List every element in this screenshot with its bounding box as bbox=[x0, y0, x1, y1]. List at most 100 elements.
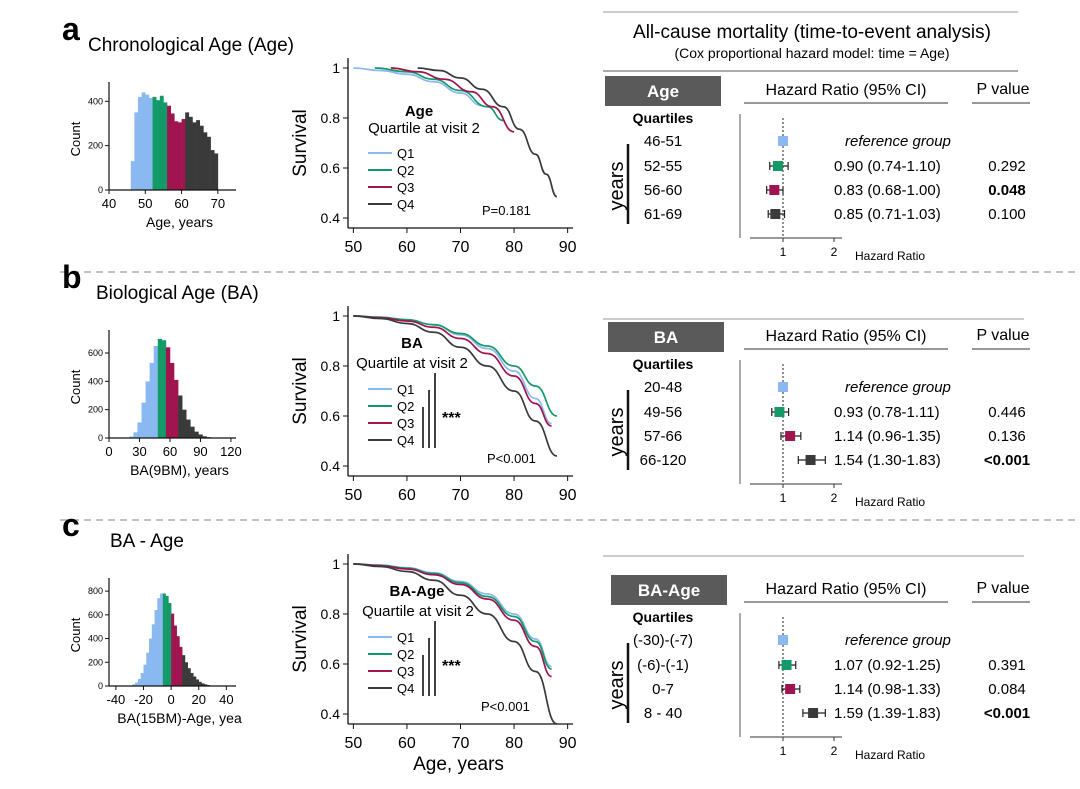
panel-letter: a bbox=[62, 11, 80, 47]
forest-group-box bbox=[608, 322, 724, 352]
histogram-bar bbox=[169, 362, 175, 438]
km-y-tick-label: 0.4 bbox=[321, 210, 341, 226]
forest-quartile-range: 52-55 bbox=[644, 158, 682, 175]
panel-title: Chronological Age (Age) bbox=[88, 35, 294, 56]
histogram-bar bbox=[199, 125, 204, 190]
km-sublabel: Quartile at visit 2 bbox=[362, 603, 474, 620]
panel-letter: b bbox=[62, 259, 82, 295]
histogram-bar bbox=[146, 652, 150, 686]
histogram-bar bbox=[161, 340, 167, 438]
histogram-bar bbox=[190, 672, 194, 686]
histogram-bar bbox=[132, 684, 136, 686]
forest-axis-tick-label: 2 bbox=[831, 245, 838, 259]
histogram-bar bbox=[157, 598, 161, 686]
histogram-x-tick-label: 70 bbox=[211, 196, 225, 211]
km-plot: 50 60 70 80 90 1 0.8 0.6 0.4 Survival Age, years BA… bbox=[290, 554, 577, 775]
km-x-tick-label: 70 bbox=[452, 735, 470, 752]
histogram-x-label: Age, years bbox=[146, 214, 213, 230]
forest-quartile-range: 8 - 40 bbox=[644, 705, 682, 722]
forest-quartile-range: 0-7 bbox=[652, 681, 674, 698]
histogram-x-tick-label: 20 bbox=[191, 692, 205, 707]
histogram-bar bbox=[135, 682, 139, 686]
km-x-tick-label: 60 bbox=[398, 487, 416, 504]
km-y-tick-label: 0.6 bbox=[321, 408, 341, 424]
forest-point-estimate bbox=[778, 635, 788, 645]
histogram-x-tick-label: -40 bbox=[107, 692, 126, 707]
histogram-y-label: Count bbox=[68, 121, 83, 156]
km-legend-item: Q1 bbox=[397, 146, 414, 161]
histogram-bar bbox=[133, 432, 138, 438]
km-x-tick-label: 80 bbox=[505, 735, 523, 752]
forest-hr-value: 1.14 (0.96-1.35) bbox=[834, 428, 941, 445]
histogram-y-tick-label: 200 bbox=[88, 141, 103, 151]
forest-p-header: P value bbox=[976, 580, 1029, 597]
histogram-y-tick-label: 200 bbox=[88, 405, 103, 415]
histogram-bar bbox=[184, 662, 188, 686]
forest-group-label: Age bbox=[647, 82, 679, 101]
forest-years-label: years bbox=[606, 661, 628, 710]
km-legend-item: Q2 bbox=[397, 647, 414, 662]
histogram-y-tick-label: 600 bbox=[88, 348, 103, 358]
km-x-tick-label: 60 bbox=[398, 239, 416, 256]
histogram-x-tick-label: 50 bbox=[138, 196, 152, 211]
histogram: 40 50 60 70 0 200 400 Age, years Count bbox=[68, 82, 236, 230]
km-sublabel: Quartile at visit 2 bbox=[356, 355, 468, 372]
panel-title: BA - Age bbox=[110, 531, 184, 552]
km-x-tick-label: 80 bbox=[505, 239, 523, 256]
histogram-bar bbox=[145, 94, 150, 190]
histogram-bar bbox=[170, 113, 175, 190]
km-x-tick-label: 80 bbox=[505, 487, 523, 504]
km-legend-item: Q3 bbox=[397, 180, 414, 195]
histogram-bar bbox=[190, 426, 195, 438]
km-curve-q4 bbox=[353, 315, 558, 457]
histogram-y-tick-label: 0 bbox=[98, 433, 103, 443]
km-x-tick-label: 60 bbox=[398, 735, 416, 752]
histogram-bar bbox=[179, 646, 183, 686]
km-y-tick-label: 0.4 bbox=[321, 706, 341, 722]
km-legend-item: Q2 bbox=[397, 163, 414, 178]
km-group-label: Age bbox=[405, 103, 433, 120]
km-x-label: Age, years bbox=[413, 754, 504, 775]
forest-quartile-range: 61-69 bbox=[644, 206, 682, 223]
histogram-bar bbox=[198, 434, 203, 438]
forest-point-estimate bbox=[785, 431, 796, 441]
forest-group-label: BA bbox=[654, 328, 679, 347]
forest-header: All-cause mortality (time-to-event analy… bbox=[603, 11, 1018, 72]
forest-point-estimate bbox=[772, 161, 783, 171]
forest-reference-label: reference group bbox=[845, 632, 951, 649]
histogram-bar bbox=[198, 681, 202, 686]
histogram-bar bbox=[137, 678, 142, 686]
forest-point-estimate bbox=[774, 407, 785, 417]
km-x-tick-label: 50 bbox=[344, 239, 362, 256]
km-x-tick-label: 70 bbox=[452, 239, 470, 256]
histogram-bar bbox=[140, 672, 144, 686]
forest-hr-value: 0.90 (0.74-1.10) bbox=[834, 158, 941, 175]
histogram-bar bbox=[162, 593, 166, 686]
histogram-x-label: BA(9BM), years bbox=[130, 462, 229, 478]
histogram-bar bbox=[210, 150, 215, 190]
forest-hr-header: Hazard Ratio (95% CI) bbox=[766, 581, 927, 598]
forest-p-value: 0.292 bbox=[988, 158, 1026, 175]
forest-years-label: years bbox=[606, 408, 628, 457]
km-curve-q3 bbox=[390, 67, 515, 133]
forest-axis-tick-label: 2 bbox=[831, 744, 838, 758]
histogram-x-label: BA(15BM)-Age, yea bbox=[117, 710, 242, 726]
histogram-y-tick-label: 0 bbox=[98, 681, 103, 691]
forest-p-header: P value bbox=[976, 81, 1029, 98]
histogram-bar bbox=[204, 684, 208, 686]
histogram-bar bbox=[141, 402, 146, 438]
forest-quartile-range: 20-48 bbox=[644, 379, 682, 396]
histogram-bar bbox=[182, 655, 186, 686]
forest-reference-label: reference group bbox=[845, 133, 951, 150]
forest-hr-header: Hazard Ratio (95% CI) bbox=[766, 328, 927, 345]
histogram-bar bbox=[143, 664, 147, 686]
km-y-tick-label: 0.6 bbox=[321, 160, 341, 176]
km-legend-item: Q2 bbox=[397, 399, 414, 414]
forest-point-estimate bbox=[808, 708, 819, 718]
histogram-x-tick-label: 40 bbox=[219, 692, 233, 707]
histogram-bar bbox=[174, 121, 179, 190]
histogram-bar bbox=[173, 625, 177, 686]
histogram-bar bbox=[202, 436, 207, 438]
histogram-bar bbox=[182, 409, 187, 438]
km-y-tick-label: 0.8 bbox=[321, 110, 341, 126]
